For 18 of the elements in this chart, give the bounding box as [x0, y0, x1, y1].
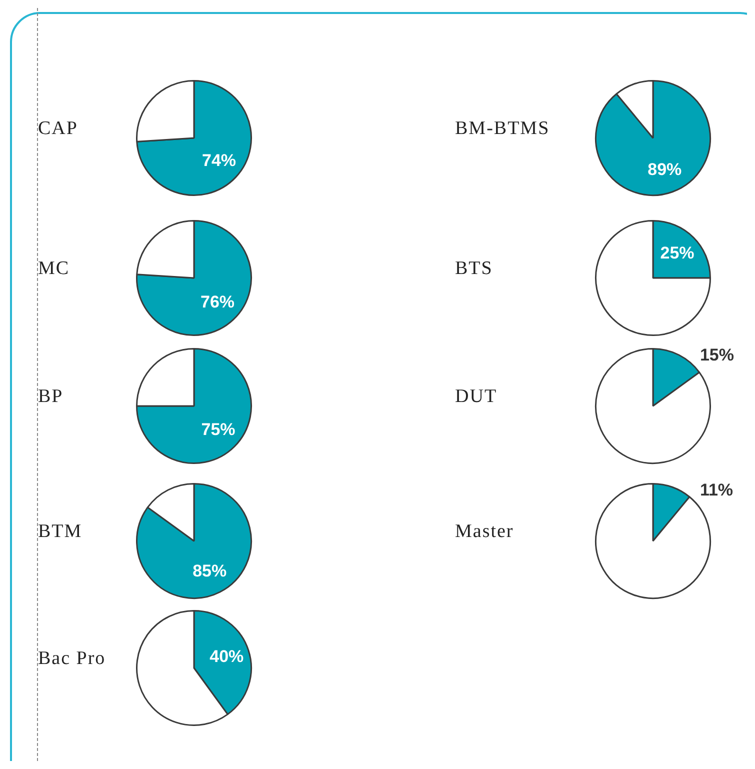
data-label: 74%: [202, 151, 236, 170]
data-label: 75%: [201, 420, 236, 439]
data-label: 25%: [660, 243, 694, 262]
text: Master: [455, 521, 514, 543]
data-label: 76%: [200, 292, 235, 312]
text: BTM: [38, 521, 82, 543]
text: CAP: [38, 118, 78, 140]
data-label: 85%: [192, 561, 227, 580]
text: MC: [38, 258, 70, 280]
text: BTS: [455, 258, 493, 280]
text: Bac Pro: [38, 648, 106, 670]
data-label: 11%: [700, 480, 734, 500]
text: DUT: [455, 386, 498, 408]
data-label: 15%: [700, 345, 734, 364]
data-label: 40%: [210, 647, 244, 666]
text: BM-BTMS: [455, 118, 550, 140]
text: BP: [38, 386, 64, 408]
data-label: 89%: [648, 160, 682, 180]
